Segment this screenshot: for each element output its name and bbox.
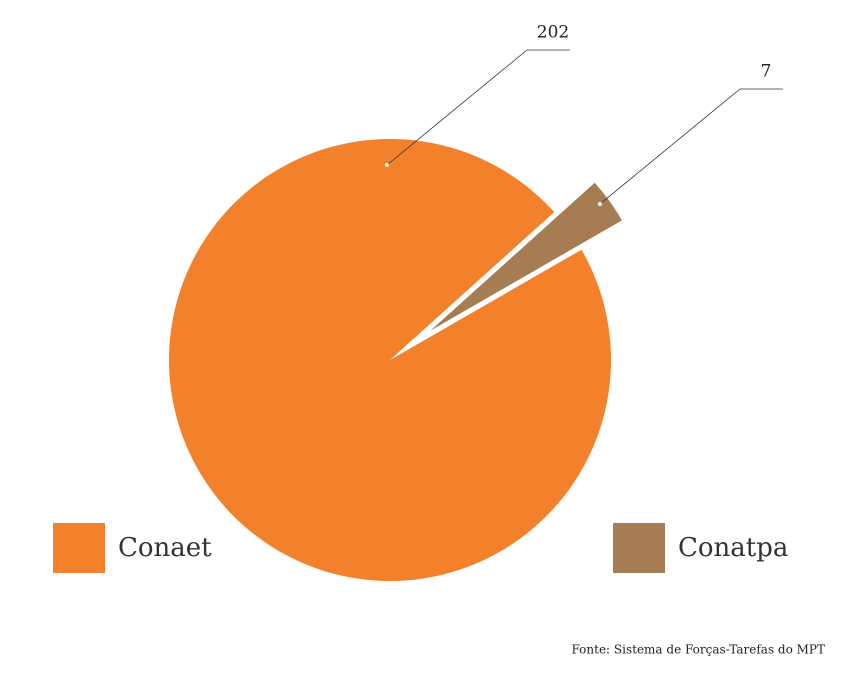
leader-dot [385,163,389,167]
pie-slice [430,182,622,331]
leader-line [386,49,570,166]
leader-line [599,88,783,205]
value-label: 7 [761,62,772,82]
legend-swatch [53,523,105,573]
pie-slice [169,139,612,582]
value-label: 202 [537,23,569,43]
legend-label: Conatpa [678,533,788,563]
source: Fonte: Sistema de Forças-Tarefas do MPT [572,643,826,657]
legend-swatch [613,523,665,573]
leader-dot [598,202,602,206]
legend-label: Conaet [118,533,212,563]
